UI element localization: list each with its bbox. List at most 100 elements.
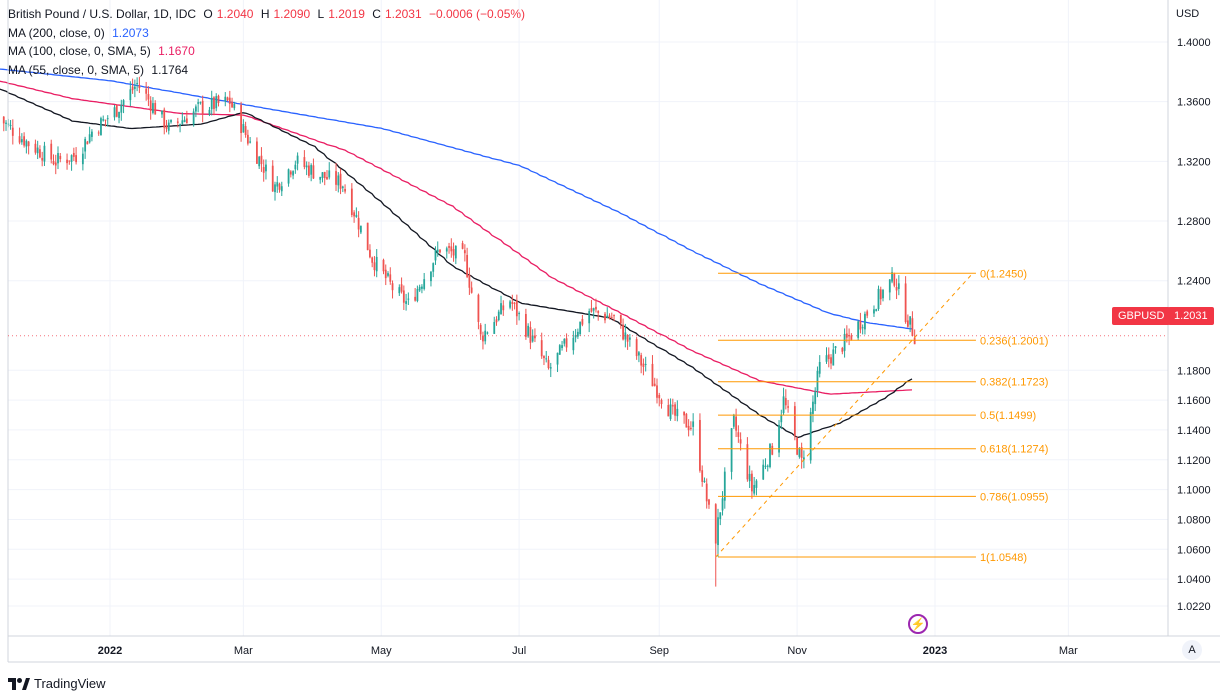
candle-body — [579, 321, 582, 335]
candle-body — [350, 188, 353, 216]
lightning-icon[interactable]: ⚡ — [908, 614, 928, 634]
candle-body — [771, 445, 774, 455]
candle-body — [674, 404, 676, 416]
candles — [2, 76, 916, 587]
candle-body — [278, 183, 281, 190]
candle-body — [595, 306, 597, 310]
candle-body — [608, 315, 611, 319]
candle-body — [208, 109, 211, 115]
candle-body — [719, 512, 722, 520]
candle-body — [54, 162, 57, 166]
candle-body — [398, 287, 401, 294]
candle-body — [755, 480, 758, 488]
candle-body — [803, 457, 805, 460]
candle-body — [861, 327, 864, 329]
grid — [8, 0, 1168, 636]
candle-body — [305, 165, 308, 168]
candle-body — [524, 314, 527, 337]
low-number: 1.2019 — [328, 7, 365, 21]
price-tick-label: 1.4000 — [1177, 37, 1211, 49]
price-tick-label: 1.0600 — [1177, 544, 1211, 556]
candle-body — [91, 131, 93, 137]
ma55-row[interactable]: MA (55, close, 0, SMA, 5) 1.1764 — [8, 61, 529, 80]
ma200-row[interactable]: MA (200, close, 0) 1.2073 — [8, 24, 529, 43]
candle-body — [592, 308, 595, 311]
candle-body — [418, 286, 421, 291]
candle-body — [864, 313, 866, 330]
price-tick-label: 1.1800 — [1177, 365, 1211, 377]
candle-body — [260, 155, 263, 165]
candle-body — [753, 484, 756, 494]
candle-body — [371, 257, 374, 263]
candle-body — [113, 107, 116, 118]
candle-body — [809, 412, 812, 461]
ma200-label: MA (200, close, 0) — [8, 25, 105, 40]
candle-body — [210, 97, 213, 110]
candle-body — [131, 86, 134, 91]
candle-body — [848, 335, 851, 337]
candle-body — [658, 395, 661, 399]
candle-body — [529, 327, 532, 343]
candle-body — [310, 165, 313, 175]
candle-body — [321, 172, 324, 178]
tradingview-watermark[interactable]: TradingView — [8, 676, 106, 691]
candle-body — [622, 324, 624, 340]
candle-body — [904, 283, 907, 323]
candle-body — [911, 318, 914, 336]
candle-body — [484, 330, 487, 342]
candle-body — [574, 335, 577, 338]
candle-body — [226, 97, 229, 101]
candle-body — [27, 141, 30, 147]
candle-body — [832, 349, 835, 366]
candle-body — [70, 155, 73, 162]
candle-body — [877, 288, 880, 310]
candle-body — [296, 155, 299, 164]
candle-body — [326, 176, 328, 180]
ma100-row[interactable]: MA (100, close, 0, SMA, 5) 1.1670 — [8, 42, 529, 61]
candle-body — [515, 300, 518, 317]
candle-body — [606, 315, 609, 318]
candle-body — [543, 356, 545, 359]
candle-body — [181, 120, 184, 124]
time-tick-label: Mar — [234, 645, 253, 657]
candle-body — [88, 134, 91, 143]
candle-body — [129, 89, 132, 101]
candle-body — [145, 88, 148, 94]
price-tick-label: 1.0220 — [1177, 601, 1211, 613]
candle-body — [699, 419, 701, 471]
candle-body — [213, 97, 215, 109]
candle-body — [165, 125, 168, 129]
fib-level-label-4: 0.618(1.1274) — [980, 444, 1049, 456]
candle-body — [11, 127, 14, 136]
candle-body — [671, 405, 674, 407]
candle-body — [75, 155, 77, 163]
time-tick-label: 2022 — [98, 645, 122, 657]
candle-body — [531, 335, 534, 342]
candle-body — [337, 175, 340, 186]
auto-scale-button[interactable]: A — [1182, 640, 1202, 660]
candle-body — [138, 85, 141, 89]
fibonacci-retracement[interactable]: 0(1.2450) 0.236(1.2001) 0.382(1.1723) 0.5(1… — [715, 268, 1049, 564]
candle-body — [610, 317, 613, 319]
candle-body — [913, 337, 916, 345]
candle-body — [812, 401, 814, 414]
candle-body — [730, 428, 733, 472]
candle-body — [36, 147, 39, 154]
candle-body — [793, 406, 796, 436]
candle-body — [355, 214, 358, 217]
candle-body — [818, 362, 821, 374]
candle-body — [289, 171, 292, 175]
close-value: C 1.2031 — [372, 7, 421, 21]
candle-body — [685, 413, 688, 428]
candle-body — [479, 324, 482, 335]
candle-body — [780, 414, 783, 423]
candle-body — [373, 262, 376, 271]
candle-body — [400, 284, 403, 292]
candle-body — [147, 94, 150, 100]
candle-body — [197, 102, 200, 104]
candle-body — [233, 104, 236, 109]
candle-body — [72, 152, 75, 157]
candle-body — [39, 149, 41, 158]
candle-body — [906, 320, 909, 327]
